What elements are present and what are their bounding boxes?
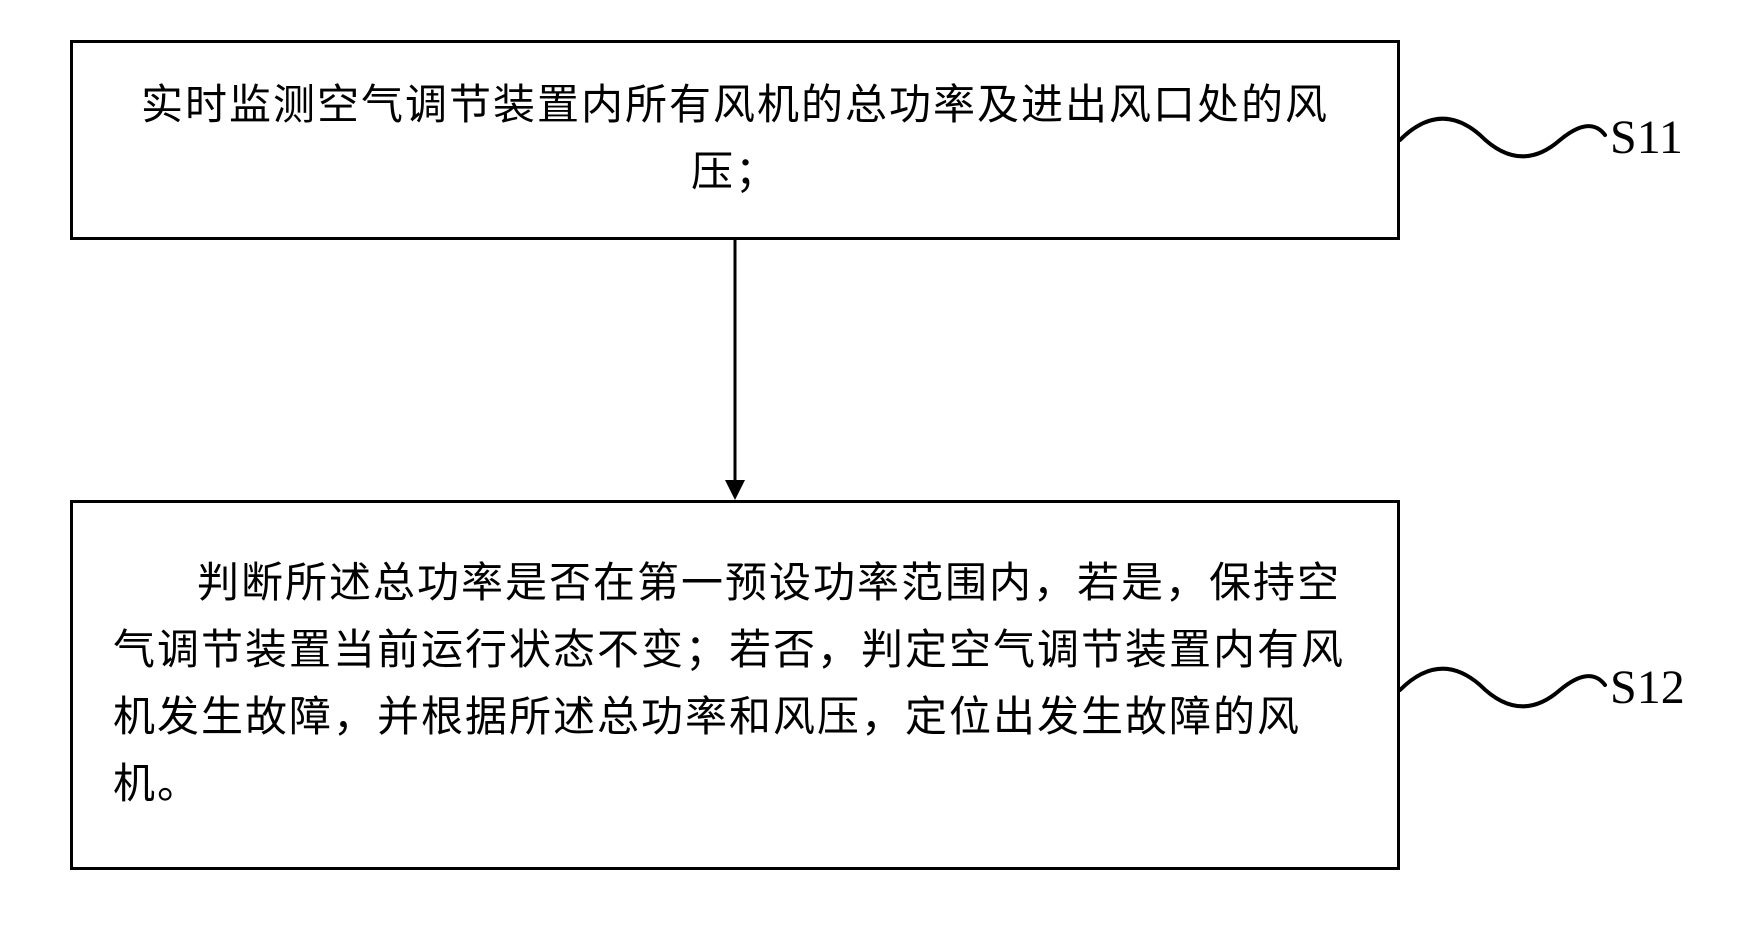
arrow-head [725,480,745,500]
squiggle-path-1 [1400,119,1605,157]
step-label-s12: S12 [1610,660,1685,715]
squiggle-path-2 [1400,669,1605,707]
squiggle-connector-1 [1400,90,1610,190]
flowchart-step-1: 实时监测空气调节装置内所有风机的总功率及进出风口处的风压； [70,40,1400,240]
step-label-s11: S11 [1610,110,1683,165]
flowchart-step-2-text: 判断所述总功率是否在第一预设功率范围内，若是，保持空气调节装置当前运行状态不变；… [113,551,1357,820]
flowchart-step-1-text: 实时监测空气调节装置内所有风机的总功率及进出风口处的风压； [113,73,1357,207]
arrow-1-to-2 [720,240,750,500]
squiggle-connector-2 [1400,640,1610,740]
flowchart-step-2: 判断所述总功率是否在第一预设功率范围内，若是，保持空气调节装置当前运行状态不变；… [70,500,1400,870]
